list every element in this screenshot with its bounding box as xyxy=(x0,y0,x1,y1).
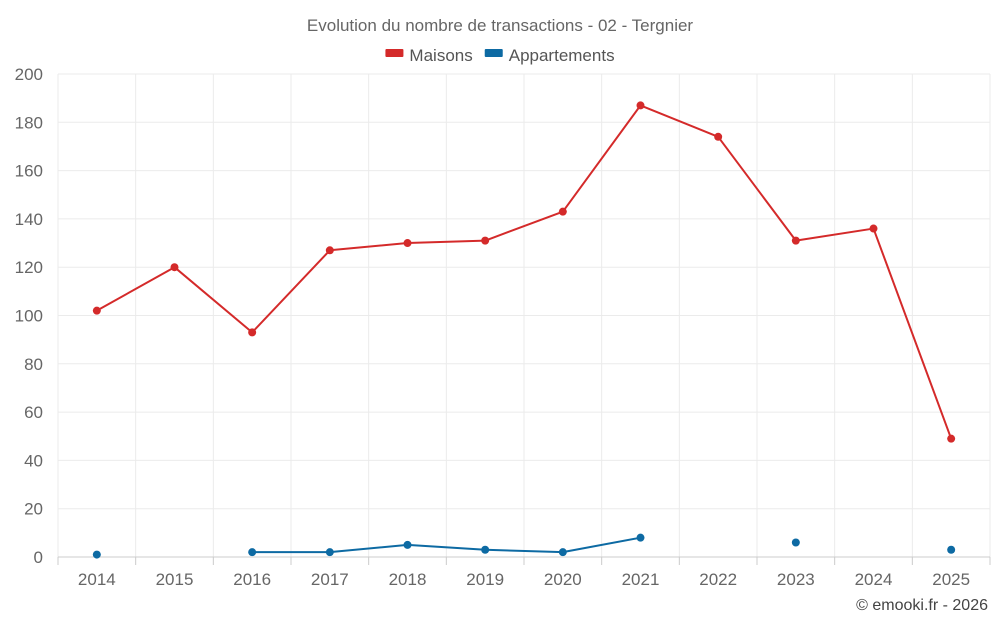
legend-label: Maisons xyxy=(409,46,472,65)
data-point-maisons[interactable] xyxy=(869,224,878,233)
x-axis: 2014 2015 2016 2017 2018 2019 2020 2021 2022 2023… xyxy=(78,570,970,589)
data-point-maisons[interactable] xyxy=(947,434,956,443)
x-tick-label: 2023 xyxy=(777,570,815,589)
data-point-appartements[interactable] xyxy=(248,548,257,557)
data-point-appartements[interactable] xyxy=(947,545,956,554)
data-point-maisons[interactable] xyxy=(92,306,101,315)
data-point-appartements[interactable] xyxy=(403,540,412,549)
y-tick-label: 160 xyxy=(15,162,43,181)
y-tick-label: 200 xyxy=(15,65,43,84)
legend: Maisons Appartements xyxy=(385,46,615,65)
y-tick-label: 0 xyxy=(34,548,43,567)
credit-text: © emooki.fr - 2026 xyxy=(856,597,988,614)
y-tick-label: 180 xyxy=(15,113,43,132)
data-point-maisons[interactable] xyxy=(170,263,179,272)
legend-item-appartements[interactable]: Appartements xyxy=(484,46,615,65)
x-tick-label: 2021 xyxy=(622,570,660,589)
y-tick-label: 80 xyxy=(24,355,43,374)
legend-label: Appartements xyxy=(509,46,615,65)
y-tick-label: 120 xyxy=(15,258,43,277)
data-point-appartements[interactable] xyxy=(481,545,490,554)
data-point-appartements[interactable] xyxy=(558,548,567,557)
data-point-maisons[interactable] xyxy=(791,236,800,245)
x-tick-label: 2016 xyxy=(233,570,271,589)
data-point-maisons[interactable] xyxy=(403,239,412,248)
data-point-maisons[interactable] xyxy=(481,236,490,245)
x-tick-label: 2020 xyxy=(544,570,582,589)
x-tick-label: 2025 xyxy=(932,570,970,589)
data-point-maisons[interactable] xyxy=(325,246,334,255)
y-tick-label: 60 xyxy=(24,403,43,422)
legend-swatch xyxy=(385,49,404,57)
x-tick-label: 2024 xyxy=(855,570,893,589)
series-lines xyxy=(96,104,953,554)
y-tick-label: 40 xyxy=(24,451,43,470)
data-point-appartements[interactable] xyxy=(791,538,800,547)
grid xyxy=(57,73,991,565)
series-line-appartements xyxy=(252,536,641,554)
x-tick-label: 2018 xyxy=(389,570,427,589)
x-tick-label: 2019 xyxy=(466,570,504,589)
legend-item-maisons[interactable]: Maisons xyxy=(385,46,473,65)
legend-swatch xyxy=(484,49,503,57)
y-axis: 0 20 40 60 80 100 120 140 160 180 200 xyxy=(15,65,43,567)
x-tick-label: 2017 xyxy=(311,570,349,589)
data-point-appartements[interactable] xyxy=(92,550,101,559)
data-point-maisons[interactable] xyxy=(714,132,723,141)
y-tick-label: 100 xyxy=(15,307,43,326)
data-point-appartements[interactable] xyxy=(325,548,334,557)
x-tick-label: 2015 xyxy=(156,570,194,589)
y-tick-label: 140 xyxy=(15,210,43,229)
x-tick-label: 2022 xyxy=(699,570,737,589)
data-point-maisons[interactable] xyxy=(248,328,257,337)
chart-title: Evolution du nombre de transactions - 02… xyxy=(307,16,694,35)
x-tick-label: 2014 xyxy=(78,570,116,589)
series-points xyxy=(92,101,956,559)
data-point-maisons[interactable] xyxy=(558,207,567,216)
series-line-maisons xyxy=(96,104,953,440)
y-tick-label: 20 xyxy=(24,500,43,519)
data-point-appartements[interactable] xyxy=(636,533,645,542)
data-point-maisons[interactable] xyxy=(636,101,645,110)
